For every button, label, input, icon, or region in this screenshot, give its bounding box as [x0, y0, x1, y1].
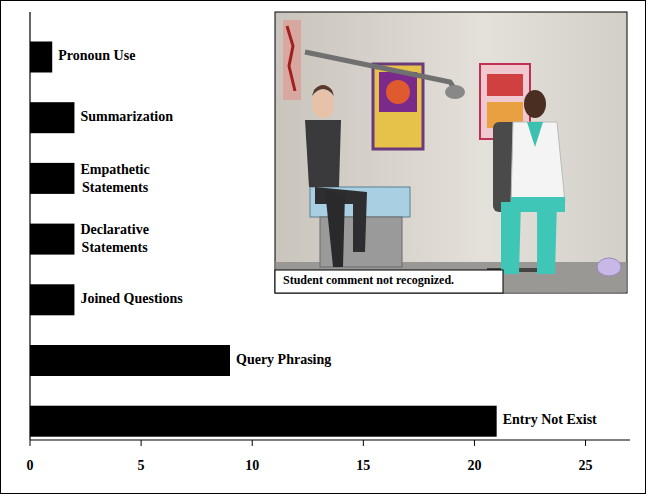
poster-art: [386, 80, 410, 104]
category-label: Empathetic Statements: [80, 162, 149, 195]
x-tick: [252, 440, 253, 446]
bar: [30, 406, 497, 437]
x-tick: [474, 440, 475, 446]
doctor-head: [524, 90, 546, 118]
y-axis-line: [29, 12, 30, 440]
doctor-coat: [511, 122, 565, 202]
lamp-head: [445, 85, 465, 99]
category-label: Query Phrasing: [236, 352, 331, 367]
patient-legs: [325, 190, 345, 267]
bar: [30, 163, 74, 194]
patient-body: [305, 120, 341, 187]
patient-head: [312, 90, 334, 118]
x-tick-label: 5: [138, 458, 145, 473]
x-tick-label: 15: [356, 458, 370, 473]
category-label-line: Empathetic: [80, 162, 149, 177]
caption-box: [275, 270, 503, 293]
x-tick-label: 20: [467, 458, 481, 473]
bar: [30, 102, 74, 133]
x-axis-line: [30, 439, 630, 440]
inset-scene: [275, 12, 627, 293]
lamp-arm: [305, 52, 460, 97]
inset-wall: [275, 12, 627, 293]
category-label: Joined Questions: [80, 291, 183, 306]
x-tick: [363, 440, 364, 446]
poster-art: [379, 72, 417, 112]
category-labels: Pronoun Use Summarization Empathetic Statem…: [58, 48, 597, 427]
category-label: Declarative Statements: [80, 222, 148, 255]
teapot: [597, 258, 621, 276]
category-label: Entry Not Exist: [503, 412, 597, 427]
caption-text: Student comment not recognized.: [283, 273, 454, 287]
patient-hair: [312, 85, 334, 96]
anatomy-lines: [287, 26, 295, 91]
doctor-collar: [527, 122, 543, 147]
frame: [1, 1, 646, 494]
category-label-line: Statements: [82, 180, 149, 195]
inset-caption: Student comment not recognized.: [275, 270, 503, 293]
poster-art: [487, 74, 523, 96]
bars: [30, 42, 497, 437]
x-tick: [585, 440, 586, 446]
bar: [30, 224, 74, 255]
category-label-line: Statements: [82, 240, 149, 255]
bar: [30, 42, 52, 73]
chart: Pronoun Use Summarization Empathetic Statem…: [0, 0, 646, 494]
x-tick: [30, 440, 31, 446]
doctor-legs: [501, 202, 521, 274]
category-label: Pronoun Use: [58, 48, 135, 63]
x-tick: [141, 440, 142, 446]
category-label: Summarization: [80, 109, 173, 124]
x-tick-label: 10: [245, 458, 259, 473]
axes: 0 5 10 15 20 25: [27, 12, 631, 473]
doctor-legs: [537, 202, 557, 274]
x-tick-label: 25: [579, 458, 593, 473]
category-label-line: Declarative: [80, 222, 148, 237]
anatomy-chart: [283, 20, 301, 100]
bar: [30, 284, 74, 315]
bar: [30, 345, 230, 376]
x-tick-label: 0: [27, 458, 34, 473]
